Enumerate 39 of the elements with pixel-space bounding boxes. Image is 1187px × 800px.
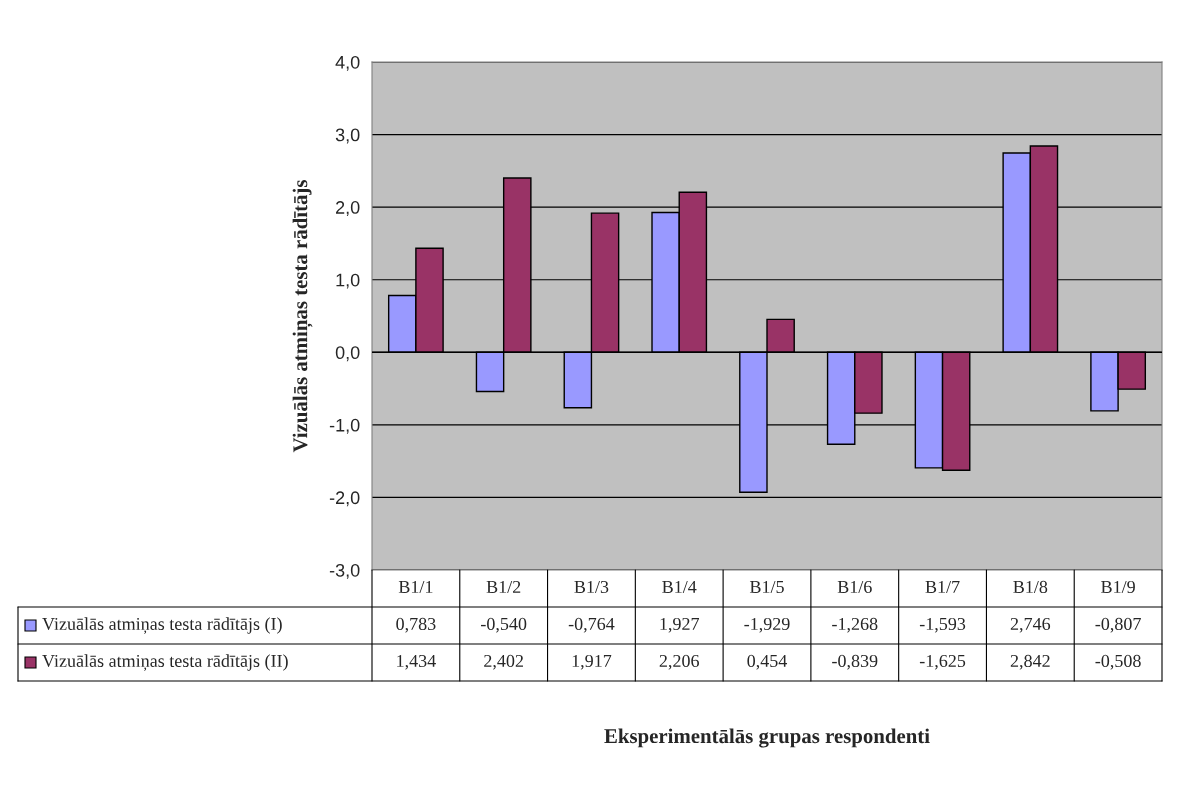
x-tick-label: B1/4 xyxy=(662,580,697,594)
x-tick-label: B1/1 xyxy=(398,580,433,594)
data-label: 0,454 xyxy=(747,654,788,670)
data-label: -1,625 xyxy=(919,654,966,670)
y-tick-label: 0,0 xyxy=(335,346,360,362)
y-tick-label: -2,0 xyxy=(329,491,360,507)
data-label: 2,402 xyxy=(484,654,523,670)
legend-label: Vizuālās atmiņas testa rādītājs (II) xyxy=(42,654,288,671)
text: Eksperimentālās grupas respondenti xyxy=(604,728,930,748)
data-label: 2,206 xyxy=(659,654,699,670)
y-tick-label: 3,0 xyxy=(335,128,360,144)
x-tick-label: B1/9 xyxy=(1101,580,1135,594)
x-tick-label: B1/6 xyxy=(837,580,872,594)
data-label: 2,842 xyxy=(1010,654,1050,670)
y-tick-label: -1,0 xyxy=(329,418,360,434)
data-label: -1,929 xyxy=(744,617,790,633)
x-tick-label: B1/3 xyxy=(574,580,609,594)
y-tick-label: 2,0 xyxy=(336,201,360,216)
data-label: -0,807 xyxy=(1095,617,1141,633)
data-label: 2,746 xyxy=(1010,617,1051,633)
data-label: 1,927 xyxy=(660,617,700,633)
data-label: -1,593 xyxy=(919,617,966,633)
data-label: 1,917 xyxy=(572,654,612,670)
y-tick-label: 4,0 xyxy=(335,55,360,71)
data-label: -0,764 xyxy=(568,617,615,633)
data-label: -0,508 xyxy=(1095,654,1141,670)
y-tick-label: 1,0 xyxy=(336,273,360,289)
legend-label: Vizuālās atmiņas testa rādītājs (I) xyxy=(42,617,282,634)
data-label: -0,540 xyxy=(481,617,527,633)
data-label: -1,268 xyxy=(832,617,878,633)
y-tick-label: -3,0 xyxy=(329,563,360,579)
x-tick-label: B1/7 xyxy=(925,580,960,594)
y-axis-title: Vizuālās atmiņas testa rādītājs xyxy=(292,180,313,453)
x-tick-label: B1/2 xyxy=(486,580,521,594)
data-label: 1,434 xyxy=(397,654,436,670)
x-tick-label: B1/8 xyxy=(1013,580,1048,594)
data-label: -0,839 xyxy=(832,654,878,670)
data-label: 0,783 xyxy=(396,617,436,633)
x-tick-label: B1/5 xyxy=(749,580,784,594)
